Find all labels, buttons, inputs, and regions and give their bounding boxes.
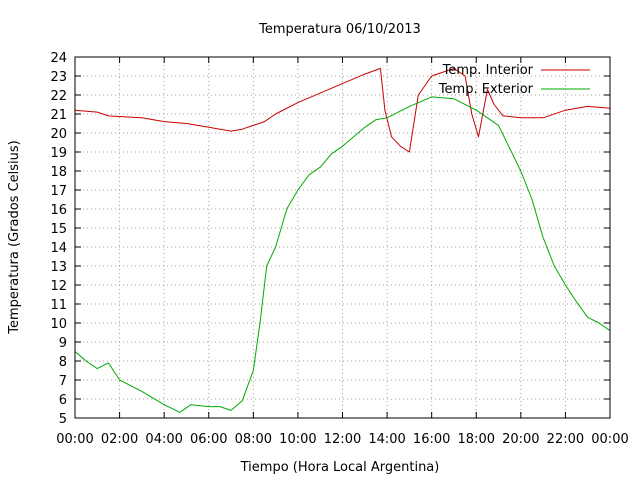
y-tick-label: 18 xyxy=(50,165,67,180)
x-tick-label: 00:00 xyxy=(591,432,628,447)
y-tick-label: 10 xyxy=(50,317,67,332)
x-tick-label: 18:00 xyxy=(458,432,495,447)
x-tick-label: 14:00 xyxy=(368,432,405,447)
grid-lines xyxy=(75,57,610,418)
series-line-interior xyxy=(74,67,611,153)
y-tick-label: 20 xyxy=(50,127,67,142)
y-tick-label: 21 xyxy=(50,108,67,123)
legend-item-interior: Temp. Interior xyxy=(442,63,590,78)
plot-frame xyxy=(74,56,611,419)
x-tick-label: 04:00 xyxy=(145,432,182,447)
series-lines xyxy=(74,67,611,413)
x-tick-label: 06:00 xyxy=(190,432,227,447)
x-axis-label: Tiempo (Hora Local Argentina) xyxy=(240,460,440,475)
y-tick-label: 9 xyxy=(59,336,67,351)
x-tick-label: 22:00 xyxy=(547,432,584,447)
legend: Temp. Interior Temp. Exterior xyxy=(438,63,590,97)
y-tick-label: 6 xyxy=(59,393,67,408)
x-tick-label: 02:00 xyxy=(101,432,138,447)
y-tick-label: 16 xyxy=(50,203,67,218)
x-tick-label: 10:00 xyxy=(279,432,316,447)
y-tick-label: 11 xyxy=(50,298,67,313)
legend-item-exterior: Temp. Exterior xyxy=(438,82,590,97)
y-tick-label: 8 xyxy=(59,355,67,370)
y-tick-label: 22 xyxy=(50,89,67,104)
y-tick-label: 19 xyxy=(50,146,67,161)
x-tick-label: 00:00 xyxy=(56,432,93,447)
y-axis-label: Temperatura (Grados Celsius) xyxy=(7,140,22,334)
series-line-exterior xyxy=(74,96,611,413)
x-tick-label: 20:00 xyxy=(502,432,539,447)
y-tick-label: 23 xyxy=(50,70,67,85)
y-tick-label: 12 xyxy=(50,279,67,294)
chart-title: Temperatura 06/10/2013 xyxy=(258,22,421,37)
y-tick-label: 24 xyxy=(50,51,67,66)
x-tick-label: 16:00 xyxy=(413,432,450,447)
y-tick-label: 5 xyxy=(59,412,67,427)
x-tick-label: 08:00 xyxy=(235,432,272,447)
y-tick-label: 14 xyxy=(50,241,67,256)
y-tick-label: 15 xyxy=(50,222,67,237)
axis-ticks: 5 6 7 8 9 10 11 12 13 14 15 16 17 18 19 20 21 22 23 24 00:00… xyxy=(50,51,628,447)
x-tick-label: 12:00 xyxy=(324,432,361,447)
legend-label-interior: Temp. Interior xyxy=(442,63,534,78)
y-tick-label: 7 xyxy=(59,374,67,389)
legend-label-exterior: Temp. Exterior xyxy=(438,82,534,97)
y-tick-label: 13 xyxy=(50,260,67,275)
y-tick-label: 17 xyxy=(50,184,67,199)
